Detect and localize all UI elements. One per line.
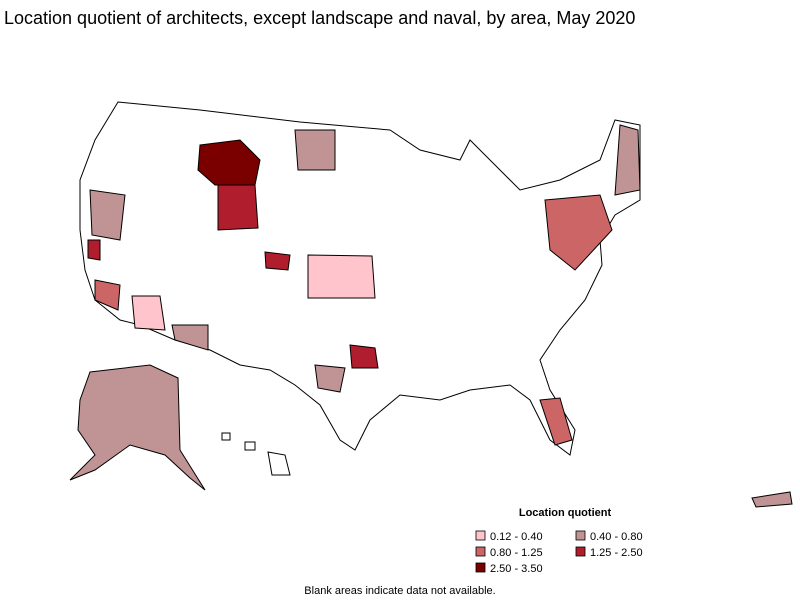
region — [87, 239, 101, 261]
footnote: Blank areas indicate data not available. — [304, 585, 495, 597]
region — [131, 295, 166, 331]
region — [171, 324, 209, 351]
legend: 0.12 - 0.40 0.40 - 0.80 0.80 - 1.25 1.25 - … — [475, 530, 643, 575]
region — [294, 129, 336, 171]
puerto-rico — [751, 491, 793, 508]
region — [264, 251, 291, 271]
legend-swatch — [475, 562, 486, 573]
region — [94, 279, 121, 311]
alaska — [69, 364, 206, 491]
legend-label: 1.25 - 2.50 — [590, 547, 643, 559]
legend-label: 2.50 - 3.50 — [490, 563, 543, 575]
legend-label: 0.40 - 0.80 — [590, 531, 643, 543]
region — [307, 254, 376, 299]
region — [544, 194, 613, 271]
legend-label: 0.12 - 0.40 — [490, 531, 543, 543]
legend-swatch — [575, 530, 586, 541]
region — [349, 344, 379, 369]
legend-swatch — [575, 546, 586, 557]
hawaii — [221, 432, 291, 476]
region — [314, 364, 346, 393]
region — [217, 184, 259, 231]
legend-swatch — [475, 546, 486, 557]
title: Location quotient of architects, except … — [4, 8, 635, 28]
map — [69, 101, 793, 508]
region — [539, 397, 573, 446]
legend-swatch — [475, 530, 486, 541]
region — [614, 124, 641, 196]
legend-title: Location quotient — [519, 507, 612, 519]
legend-label: 0.80 - 1.25 — [490, 547, 543, 559]
region — [89, 189, 126, 241]
